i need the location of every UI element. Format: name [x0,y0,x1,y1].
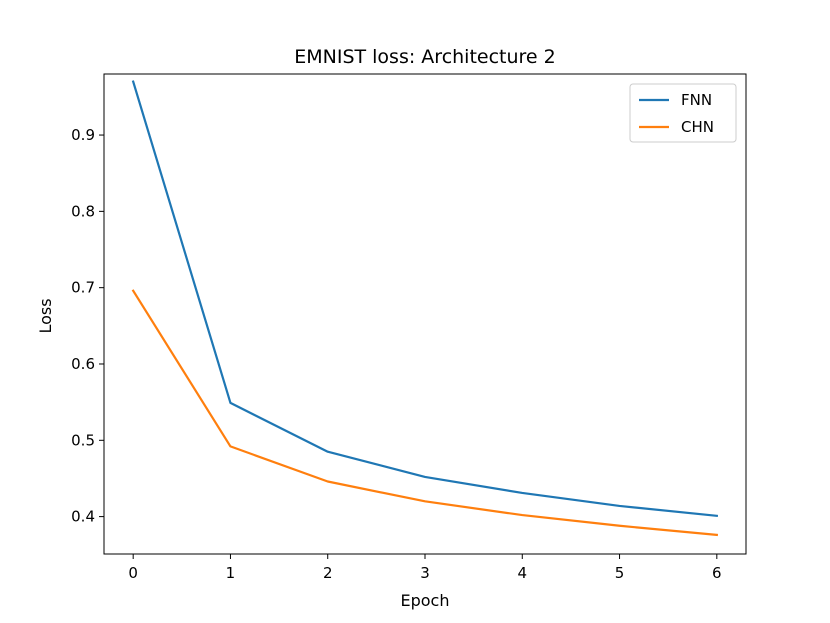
y-tick-label: 0.5 [71,431,95,449]
legend-label-fnn: FNN [681,91,712,109]
x-tick-label: 1 [226,564,236,582]
series-line-chn [131,289,719,537]
legend: FNN CHN [629,83,737,143]
x-tick-label: 5 [615,564,625,582]
x-axis-label: Epoch [401,591,450,610]
y-tick-label: 0.9 [71,126,95,144]
legend-label-chn: CHN [681,118,714,136]
x-tick-label: 2 [323,564,333,582]
y-tick-label: 0.7 [71,279,95,297]
y-tick-label: 0.6 [71,355,95,373]
x-tick-label: 0 [128,564,138,582]
x-tick-label: 3 [420,564,430,582]
plot-area [104,74,746,554]
y-tick-label: 0.8 [71,202,95,220]
x-tick-label: 4 [517,564,527,582]
x-tick-label: 6 [712,564,722,582]
chart-title: EMNIST loss: Architecture 2 [294,46,556,68]
y-tick-label: 0.4 [71,508,95,526]
y-axis-label: Loss [36,298,55,333]
series-line-fnn [131,80,719,518]
